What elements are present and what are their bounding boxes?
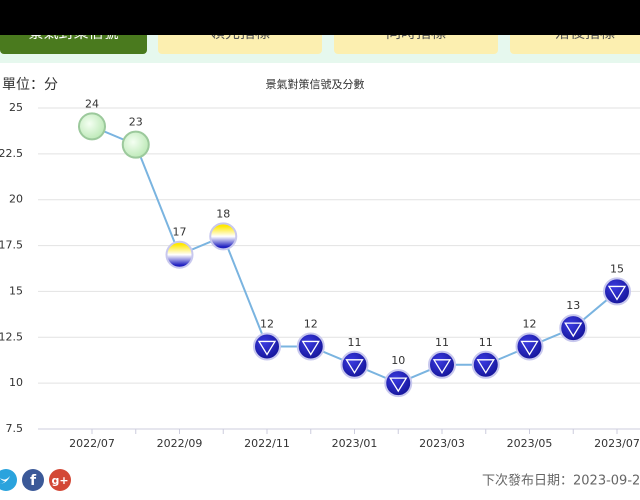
signal-marker — [515, 332, 544, 361]
data-label: 18 — [216, 207, 230, 220]
marker-circle — [384, 369, 413, 398]
x-tick-label: 2023/05 — [507, 437, 553, 450]
signal-marker — [296, 332, 325, 361]
signal-marker — [340, 350, 369, 379]
google-plus-icon: g+ — [51, 474, 68, 487]
data-label: 17 — [173, 226, 187, 239]
signal-marker — [384, 369, 413, 398]
marker-triangle — [607, 285, 627, 301]
marker-triangle — [564, 322, 583, 338]
y-tick-label: 25 — [9, 101, 23, 114]
marker-circle — [515, 332, 544, 361]
data-label: 23 — [129, 116, 143, 129]
y-tick-label: 20 — [9, 193, 23, 206]
signal-marker — [471, 350, 500, 379]
marker-triangle — [520, 340, 539, 356]
data-label: 10 — [391, 354, 405, 367]
data-label: 11 — [479, 336, 493, 349]
data-label: 13 — [566, 299, 580, 312]
marker-circle — [165, 240, 194, 269]
signal-marker — [121, 130, 150, 159]
y-tick-label: 7.5 — [6, 422, 24, 435]
signal-marker — [209, 222, 238, 251]
unit-label: 單位：分 — [2, 77, 58, 93]
data-label: 12 — [523, 317, 537, 330]
y-tick-label: 12.5 — [0, 330, 23, 343]
y-tick-label: 15 — [9, 284, 23, 297]
data-label: 11 — [435, 336, 449, 349]
signal-marker — [165, 240, 194, 269]
x-tick-label: 2022/11 — [244, 437, 290, 450]
data-label: 12 — [304, 317, 318, 330]
x-tick-label: 2022/07 — [69, 437, 115, 450]
chart: 25 22.5 20 17.5 15 12.5 10 7.5 2022/07 2022/09 202… — [0, 97, 640, 450]
signal-marker — [428, 350, 456, 379]
signal-marker — [253, 332, 281, 361]
data-label: 15 — [610, 262, 624, 275]
marker-circle — [428, 350, 456, 379]
marker-circle — [559, 314, 588, 343]
marker-triangle — [389, 377, 408, 393]
y-tick-label: 17.5 — [0, 239, 23, 252]
google-plus-button[interactable] — [49, 469, 71, 491]
x-tick-label: 2023/01 — [332, 437, 378, 450]
x-tick-label: 2023/03 — [419, 437, 465, 450]
marker-circle — [121, 130, 150, 159]
marker-circle — [253, 332, 281, 361]
data-label: 11 — [348, 336, 362, 349]
marker-triangle — [432, 359, 452, 375]
x-tick-label: 2022/09 — [157, 437, 203, 450]
x-tick-label: 2023/07 — [594, 437, 640, 450]
chart-title: 景氣對策信號及分數 — [266, 77, 365, 91]
marker-circle — [296, 332, 325, 361]
marker-circle — [471, 350, 500, 379]
marker-triangle — [301, 340, 320, 356]
next-release-date: 下次發布日期：2023-09-27 — [482, 473, 640, 489]
marker-circle — [209, 222, 238, 251]
data-label: 12 — [260, 317, 274, 330]
marker-circle — [603, 277, 631, 306]
data-label: 24 — [85, 97, 99, 110]
top-bar — [0, 0, 640, 35]
signal-marker — [78, 112, 106, 141]
twitter-icon — [0, 476, 10, 484]
marker-circle — [78, 112, 106, 141]
twitter-button[interactable] — [0, 469, 17, 491]
marker-triangle — [257, 340, 277, 356]
facebook-icon: f — [30, 473, 37, 489]
y-tick-label: 10 — [9, 376, 23, 389]
facebook-button[interactable] — [22, 469, 44, 491]
marker-circle — [340, 350, 369, 379]
y-tick-label: 22.5 — [0, 147, 23, 160]
signal-marker — [559, 314, 588, 343]
signal-marker — [603, 277, 631, 306]
marker-triangle — [345, 359, 364, 375]
marker-triangle — [476, 359, 495, 375]
